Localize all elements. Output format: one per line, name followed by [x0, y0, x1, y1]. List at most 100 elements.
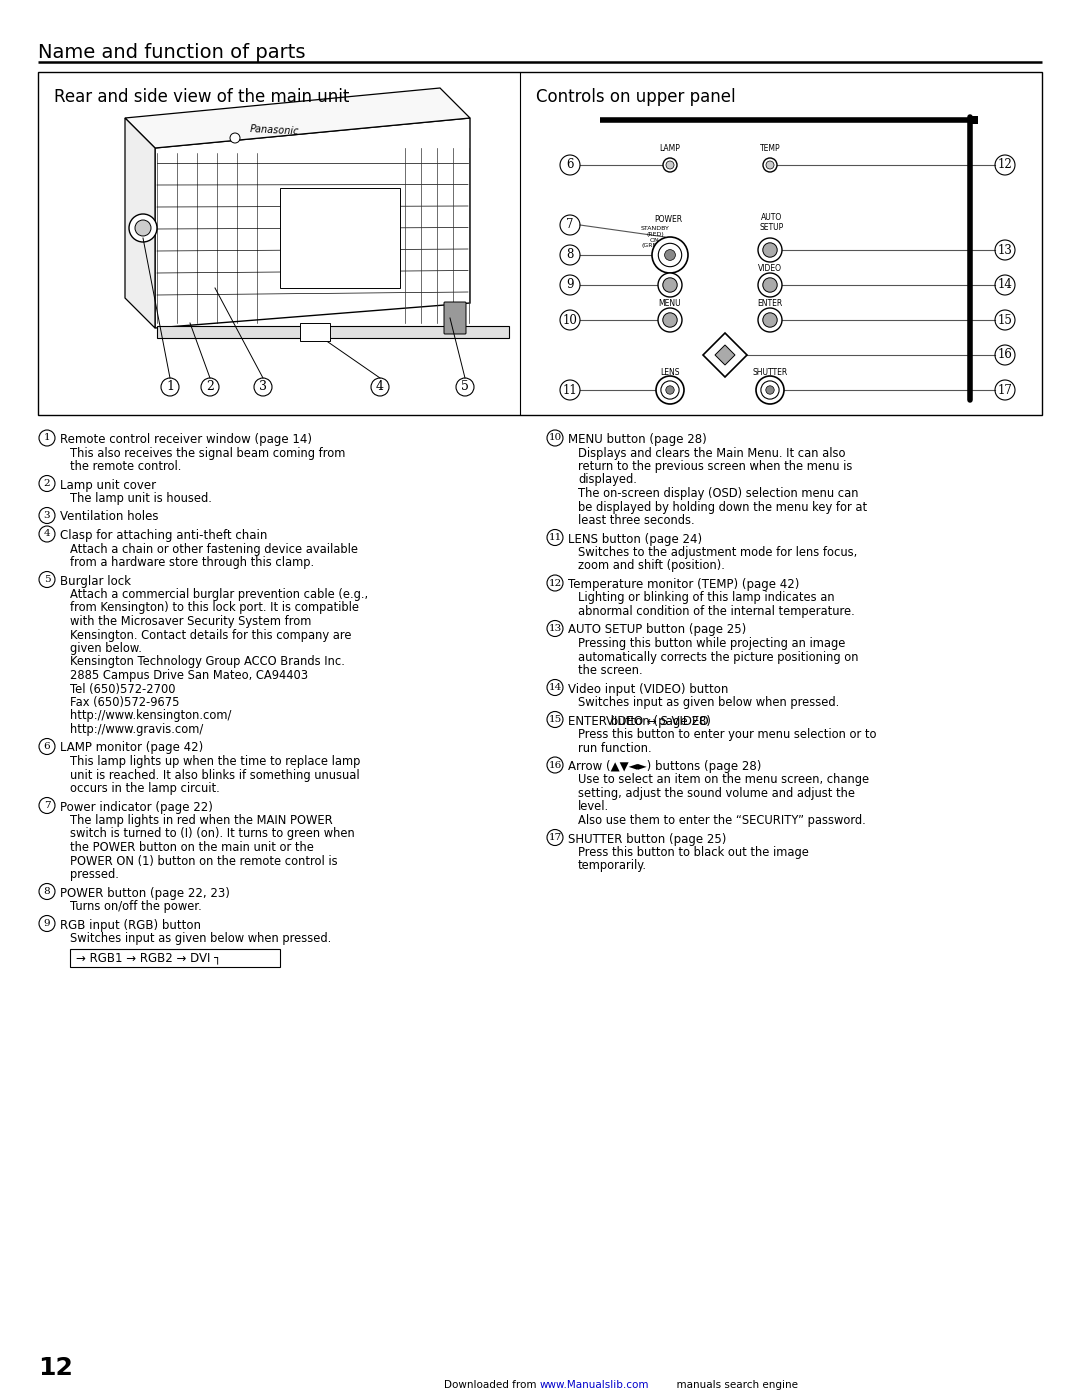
Text: Arrow (▲▼◄►) buttons (page 28): Arrow (▲▼◄►) buttons (page 28) [568, 760, 761, 773]
Circle shape [230, 133, 240, 142]
Text: 11: 11 [549, 534, 562, 542]
Text: AUTO SETUP button (page 25): AUTO SETUP button (page 25) [568, 623, 746, 637]
Circle shape [659, 243, 681, 267]
Text: VIDEO: VIDEO [758, 264, 782, 272]
FancyBboxPatch shape [38, 73, 1042, 415]
Circle shape [658, 272, 681, 298]
Text: Fax (650)572-9675: Fax (650)572-9675 [70, 696, 179, 710]
Text: 5: 5 [43, 576, 51, 584]
Text: abnormal condition of the internal temperature.: abnormal condition of the internal tempe… [578, 605, 854, 617]
Text: POWER button (page 22, 23): POWER button (page 22, 23) [60, 887, 230, 900]
Text: the remote control.: the remote control. [70, 460, 181, 474]
Text: Use to select an item on the menu screen, change: Use to select an item on the menu screen… [578, 774, 869, 787]
Text: displayed.: displayed. [578, 474, 637, 486]
Circle shape [761, 381, 779, 400]
Text: MENU button (page 28): MENU button (page 28) [568, 433, 706, 446]
Circle shape [135, 219, 151, 236]
Circle shape [758, 307, 782, 332]
Circle shape [762, 278, 778, 292]
Circle shape [661, 381, 679, 400]
Polygon shape [125, 117, 156, 328]
Text: 12: 12 [38, 1356, 72, 1380]
Text: Power indicator (page 22): Power indicator (page 22) [60, 800, 213, 813]
Text: 13: 13 [998, 243, 1012, 257]
Circle shape [666, 161, 674, 169]
Text: 16: 16 [998, 348, 1012, 362]
Text: 12: 12 [998, 158, 1012, 172]
Text: pressed.: pressed. [70, 868, 119, 882]
Text: manuals search engine: manuals search engine [670, 1380, 798, 1390]
Text: 12: 12 [549, 578, 562, 588]
Circle shape [766, 386, 774, 394]
FancyBboxPatch shape [300, 323, 330, 341]
Text: 6: 6 [43, 742, 51, 752]
Text: The lamp unit is housed.: The lamp unit is housed. [70, 492, 212, 504]
Text: http://www.kensington.com/: http://www.kensington.com/ [70, 710, 231, 722]
Text: with the Microsaver Security System from: with the Microsaver Security System from [70, 615, 311, 629]
Text: 16: 16 [549, 760, 562, 770]
Text: Temperature monitor (TEMP) (page 42): Temperature monitor (TEMP) (page 42) [568, 578, 799, 591]
Text: AUTO
SETUP: AUTO SETUP [760, 212, 784, 232]
Text: TEMP: TEMP [759, 144, 781, 154]
Text: the screen.: the screen. [578, 664, 643, 678]
Text: unit is reached. It also blinks if something unusual: unit is reached. It also blinks if somet… [70, 768, 360, 781]
Text: occurs in the lamp circuit.: occurs in the lamp circuit. [70, 782, 219, 795]
Text: 8: 8 [566, 249, 573, 261]
Text: STANDBY
(RED)
ON
(GREEN): STANDBY (RED) ON (GREEN) [640, 226, 670, 249]
Text: switch is turned to (I) (on). It turns to green when: switch is turned to (I) (on). It turns t… [70, 827, 354, 841]
Text: Switches input as given below when pressed.: Switches input as given below when press… [70, 932, 332, 944]
Circle shape [663, 313, 677, 327]
Text: 14: 14 [549, 683, 562, 692]
Circle shape [766, 161, 774, 169]
Text: 3: 3 [259, 380, 267, 394]
Text: setting, adjust the sound volume and adjust the: setting, adjust the sound volume and adj… [578, 787, 855, 800]
Text: ENTER: ENTER [757, 299, 783, 307]
Text: Displays and clears the Main Menu. It can also: Displays and clears the Main Menu. It ca… [578, 447, 846, 460]
Text: Ventilation holes: Ventilation holes [60, 510, 159, 524]
Text: be displayed by holding down the menu key for at: be displayed by holding down the menu ke… [578, 500, 867, 514]
Text: return to the previous screen when the menu is: return to the previous screen when the m… [578, 460, 852, 474]
Text: RGB: RGB [662, 264, 678, 272]
Text: Switches input as given below when pressed.: Switches input as given below when press… [578, 696, 839, 710]
Text: 1: 1 [166, 380, 174, 394]
Circle shape [762, 243, 778, 257]
Text: given below.: given below. [70, 643, 141, 655]
Text: from Kensington) to this lock port. It is compatible: from Kensington) to this lock port. It i… [70, 602, 359, 615]
Text: POWER: POWER [653, 215, 683, 224]
Circle shape [756, 376, 784, 404]
Text: from a hardware store through this clamp.: from a hardware store through this clamp… [70, 556, 314, 569]
Circle shape [664, 250, 675, 260]
Text: 3: 3 [43, 511, 51, 520]
Text: Name and function of parts: Name and function of parts [38, 42, 306, 61]
Text: Burglar lock: Burglar lock [60, 574, 131, 588]
Text: Press this button to enter your menu selection or to: Press this button to enter your menu sel… [578, 728, 877, 740]
Circle shape [656, 376, 684, 404]
Circle shape [129, 214, 157, 242]
Circle shape [652, 237, 688, 272]
Text: Switches to the adjustment mode for lens focus,: Switches to the adjustment mode for lens… [578, 546, 858, 559]
Text: This lamp lights up when the time to replace lamp: This lamp lights up when the time to rep… [70, 754, 361, 768]
Text: 13: 13 [549, 624, 562, 633]
Text: Press this button to black out the image: Press this button to black out the image [578, 847, 809, 859]
Text: the POWER button on the main unit or the: the POWER button on the main unit or the [70, 841, 314, 854]
Text: www.Manualslib.com: www.Manualslib.com [540, 1380, 649, 1390]
Text: 15: 15 [998, 313, 1012, 327]
Text: 9: 9 [43, 919, 51, 928]
Polygon shape [715, 345, 735, 365]
Text: 2885 Campus Drive San Mateo, CA94403: 2885 Campus Drive San Mateo, CA94403 [70, 669, 308, 682]
Text: Panasonic: Panasonic [251, 124, 300, 137]
Text: 11: 11 [563, 384, 578, 397]
Text: VIDEO ↔ S-VIDEO: VIDEO ↔ S-VIDEO [606, 715, 708, 728]
Text: 2: 2 [43, 479, 51, 488]
FancyBboxPatch shape [70, 949, 280, 967]
Text: Controls on upper panel: Controls on upper panel [536, 88, 735, 106]
Text: Also use them to enter the “SECURITY” password.: Also use them to enter the “SECURITY” pa… [578, 814, 866, 827]
Text: 10: 10 [563, 313, 578, 327]
Text: 2: 2 [206, 380, 214, 394]
Text: 5: 5 [461, 380, 469, 394]
Text: http://www.gravis.com/: http://www.gravis.com/ [70, 724, 203, 736]
Circle shape [762, 313, 778, 327]
Text: 7: 7 [566, 218, 573, 232]
Text: zoom and shift (position).: zoom and shift (position). [578, 560, 725, 573]
Text: Kensington Technology Group ACCO Brands Inc.: Kensington Technology Group ACCO Brands … [70, 655, 345, 669]
